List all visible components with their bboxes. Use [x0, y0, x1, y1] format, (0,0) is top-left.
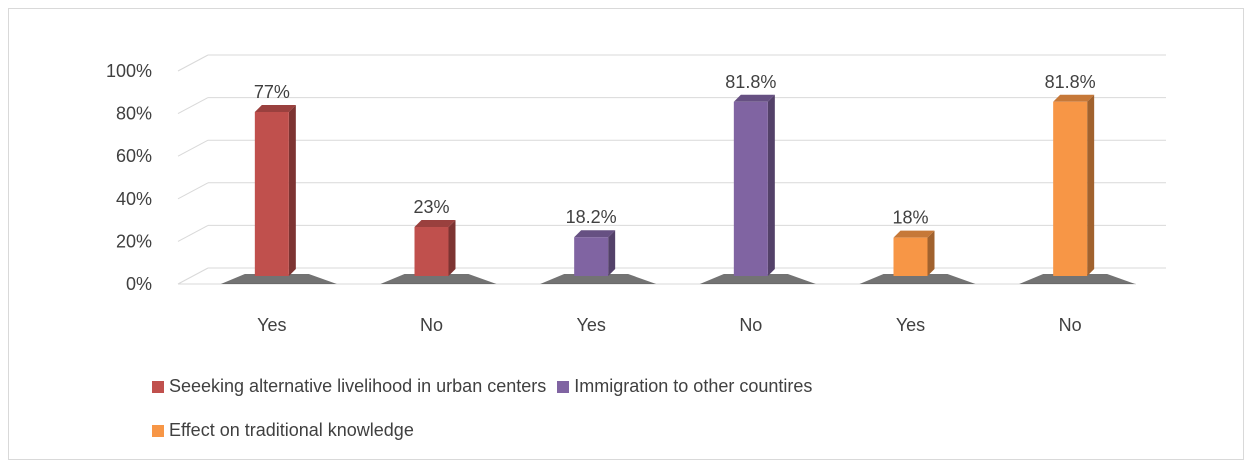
bar-top-0-1	[414, 220, 456, 228]
bar-side-2-0	[927, 230, 935, 276]
bar-side-0-1	[448, 220, 456, 276]
gridline-side-2	[177, 182, 209, 200]
bar-shadow-0-1	[380, 274, 497, 284]
data-label-0-0: 77%	[254, 82, 290, 102]
data-label-0-1: 23%	[413, 197, 449, 217]
bar-top-2-0	[893, 230, 935, 238]
y-tick-label-5: 100%	[106, 61, 152, 81]
bar-top-0-0	[254, 104, 296, 112]
legend-label-traditional-knowledge: Effect on traditional knowledge	[169, 420, 414, 440]
gridline-side-4	[177, 97, 209, 115]
legend-label-urban-livelihood: Seeeking alternative livelihood in urban…	[169, 376, 547, 396]
bar-2-1	[1053, 101, 1088, 277]
legend-swatch-urban-livelihood	[152, 381, 164, 393]
legend: Seeeking alternative livelihood in urban…	[152, 374, 1052, 462]
bar-1-1	[733, 101, 768, 277]
bar-top-1-1	[733, 94, 775, 102]
x-tick-label-5: No	[1059, 315, 1082, 335]
y-tick-label-4: 80%	[116, 104, 152, 124]
gridline-side-0	[177, 267, 209, 285]
data-label-2-0: 18%	[892, 208, 928, 228]
bar-0-1	[414, 227, 449, 276]
legend-item-immigration: Immigration to other countires	[557, 374, 812, 398]
bar-shadow-0-0	[220, 274, 337, 284]
data-label-1-1: 81.8%	[725, 72, 776, 92]
y-tick-label-0: 0%	[126, 274, 152, 294]
gridline-side-3	[177, 139, 209, 157]
legend-row-2: Effect on traditional knowledge	[152, 418, 1052, 442]
legend-row-1: Seeeking alternative livelihood in urban…	[152, 374, 1052, 398]
bar-top-1-0	[574, 230, 616, 238]
x-tick-label-1: No	[420, 315, 443, 335]
bar-side-1-0	[608, 230, 616, 276]
bar-side-1-1	[767, 94, 775, 277]
legend-swatch-immigration	[557, 381, 570, 393]
bar-top-2-1	[1053, 94, 1095, 102]
x-tick-label-2: Yes	[576, 315, 605, 335]
data-label-2-1: 81.8%	[1045, 72, 1096, 92]
x-tick-label-4: Yes	[896, 315, 925, 335]
gridline-side-5	[177, 54, 209, 72]
chart-frame	[8, 8, 1244, 460]
x-tick-label-3: No	[739, 315, 762, 335]
y-tick-label-1: 20%	[116, 231, 152, 251]
bar-side-2-1	[1087, 94, 1095, 277]
bar-1-0	[574, 237, 609, 276]
bar-shadow-2-0	[859, 274, 976, 284]
gridline-side-1	[177, 224, 209, 242]
legend-label-immigration: Immigration to other countires	[574, 376, 813, 396]
legend-item-traditional-knowledge: Effect on traditional knowledge	[152, 418, 414, 442]
bar-2-0	[893, 237, 928, 276]
y-tick-label-3: 60%	[116, 146, 152, 166]
bar-shadow-2-1	[1019, 274, 1136, 284]
y-tick-label-2: 40%	[116, 189, 152, 209]
bar-shadow-1-1	[699, 274, 816, 284]
legend-item-urban-livelihood: Seeeking alternative livelihood in urban…	[152, 374, 546, 398]
data-label-1-0: 18.2%	[566, 207, 617, 227]
bar-shadow-1-0	[540, 274, 657, 284]
x-tick-label-0: Yes	[257, 315, 286, 335]
bar-0-0	[254, 111, 289, 277]
legend-swatch-traditional-knowledge	[152, 425, 164, 437]
bar-side-0-0	[288, 104, 296, 277]
